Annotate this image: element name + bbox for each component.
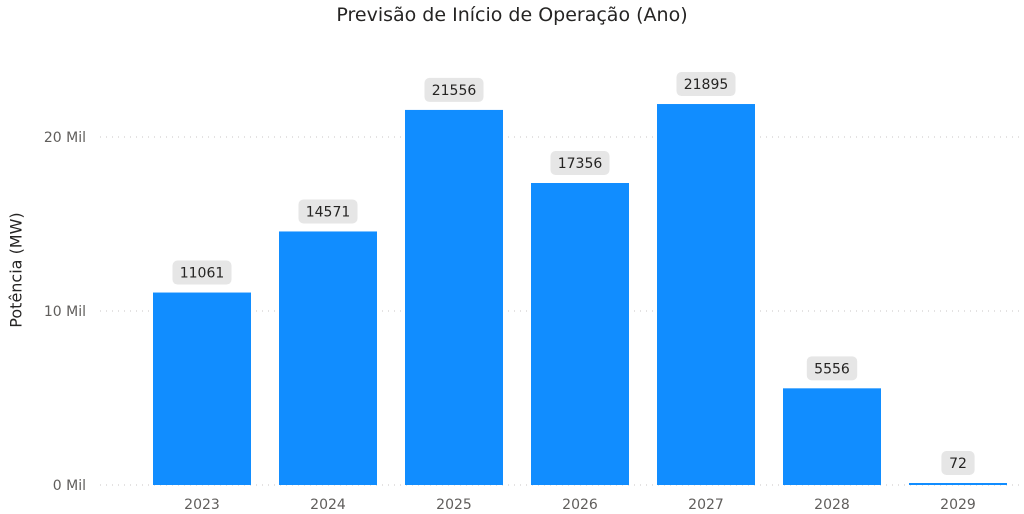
x-tick-label: 2028 — [814, 497, 850, 513]
data-label: 72 — [949, 456, 967, 472]
data-label-background — [676, 72, 736, 97]
bar — [909, 483, 1007, 485]
data-label: 14571 — [306, 204, 351, 220]
x-tick-label: 2025 — [436, 497, 472, 513]
chart-title: Previsão de Início de Operação (Ano) — [336, 4, 688, 26]
data-label: 21556 — [432, 83, 477, 99]
bar — [783, 388, 881, 485]
bar — [531, 183, 629, 485]
x-tick-label: 2027 — [688, 497, 724, 513]
data-label: 17356 — [558, 156, 603, 172]
y-tick-label: 10 Mil — [44, 304, 86, 320]
data-label-background — [424, 77, 484, 102]
data-label-background — [806, 356, 858, 381]
data-label-background — [941, 451, 975, 475]
data-label: 21895 — [684, 77, 729, 93]
x-tick-label: 2026 — [562, 497, 598, 513]
x-tick-label: 2029 — [940, 497, 976, 513]
data-label-background — [550, 151, 610, 176]
y-tick-label: 20 Mil — [44, 130, 86, 146]
y-tick-label: 0 Mil — [53, 478, 86, 494]
data-label: 11061 — [180, 266, 225, 282]
bar — [153, 292, 251, 485]
x-tick-label: 2024 — [310, 497, 346, 513]
bar — [279, 231, 377, 485]
bar — [657, 104, 755, 485]
data-label-background — [298, 199, 358, 224]
bar — [405, 109, 503, 485]
data-label-background — [172, 260, 232, 285]
data-label: 5556 — [814, 361, 850, 377]
x-tick-label: 2023 — [184, 497, 220, 513]
